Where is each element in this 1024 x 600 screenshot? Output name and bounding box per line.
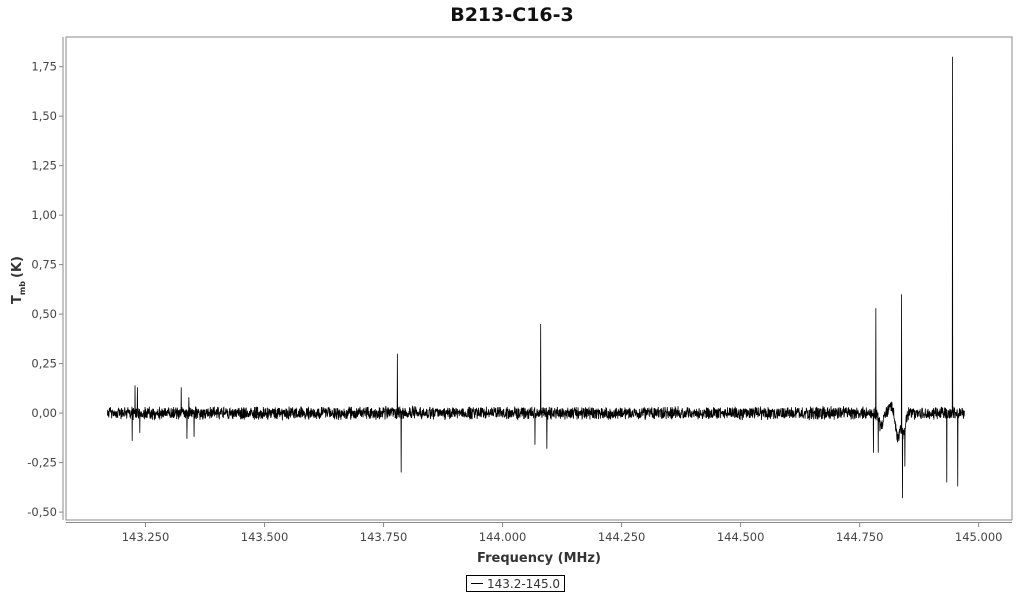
- y-tick-label: 1,50: [31, 109, 57, 123]
- x-axis-label: Frequency (MHz): [477, 551, 601, 566]
- series-line: [107, 56, 965, 499]
- y-tick-label: -0,25: [27, 456, 57, 470]
- y-tick-label: -0,50: [27, 505, 57, 519]
- chart-title: B213-C16-3: [450, 4, 574, 26]
- y-tick-label: 1,75: [31, 60, 57, 74]
- legend-label: 143.2-145.0: [487, 576, 561, 591]
- x-tick-label: 144.000: [479, 530, 527, 544]
- y-label-unit: (K): [10, 256, 25, 278]
- x-tick-label: 143.750: [360, 530, 408, 544]
- x-tick-label: 144.500: [717, 530, 765, 544]
- y-tick-label: 0,75: [31, 258, 57, 272]
- y-axis-label: Tmb (K): [10, 256, 27, 304]
- y-tick-label: 1,25: [31, 159, 57, 173]
- legend-swatch: [471, 583, 483, 584]
- y-label-sub: mb: [18, 281, 27, 295]
- y-tick-label: 0,00: [31, 406, 57, 420]
- svg-text:Tmb(K): Tmb (K): [10, 256, 27, 304]
- y-tick-label: 0,50: [31, 307, 57, 321]
- y-label-main: T: [10, 295, 25, 304]
- x-tick-label: 143.500: [241, 530, 289, 544]
- y-tick-label: 0,25: [31, 357, 57, 371]
- legend[interactable]: 143.2-145.0: [466, 575, 566, 592]
- x-tick-label: 144.250: [598, 530, 646, 544]
- plot-frame: [65, 36, 1013, 521]
- x-tick-label: 144.750: [836, 530, 884, 544]
- y-tick-label: 1,00: [31, 208, 57, 222]
- x-tick-label: 145.000: [955, 530, 1003, 544]
- x-tick-label: 143.250: [122, 530, 170, 544]
